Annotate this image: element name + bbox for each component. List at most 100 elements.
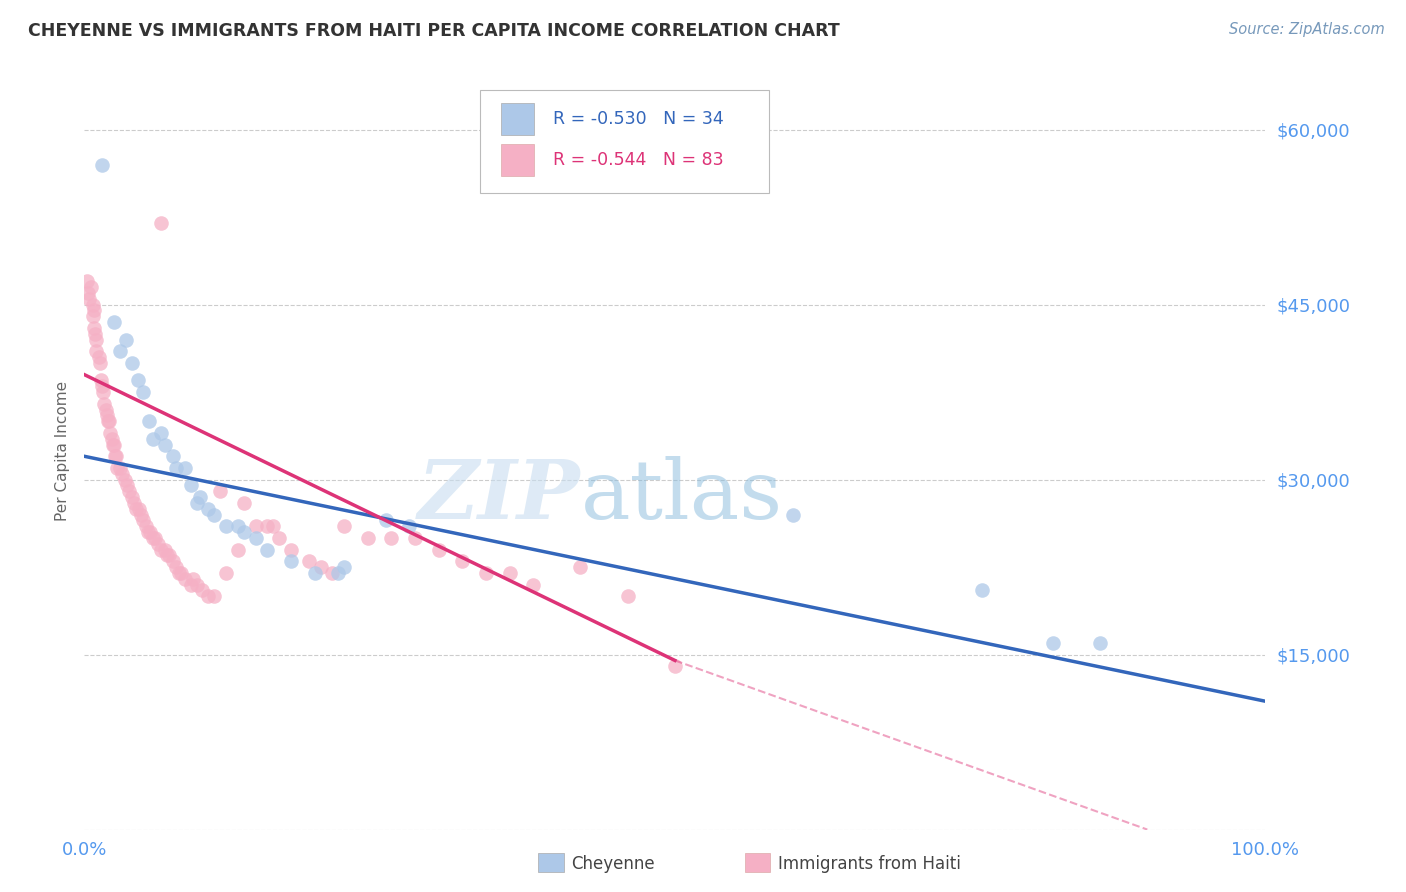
Point — [181, 572, 204, 586]
Point — [125, 501, 148, 516]
Point — [232, 496, 254, 510]
Point — [191, 583, 214, 598]
Point — [82, 310, 104, 324]
Point — [135, 519, 157, 533]
Point — [245, 531, 267, 545]
Point — [180, 577, 202, 591]
Point — [98, 425, 121, 440]
Point — [186, 496, 208, 510]
Bar — [502, 145, 534, 176]
Point — [142, 531, 165, 545]
Point — [262, 519, 284, 533]
Point — [569, 560, 592, 574]
Point — [170, 566, 193, 580]
Point — [166, 461, 188, 475]
Point — [197, 501, 219, 516]
Point — [91, 158, 114, 172]
Point — [280, 542, 302, 557]
Point — [269, 531, 291, 545]
Point — [226, 542, 249, 557]
Point — [91, 379, 114, 393]
Point — [107, 461, 129, 475]
Point — [404, 531, 426, 545]
Point — [256, 542, 278, 557]
Point — [215, 519, 238, 533]
Point — [104, 450, 127, 464]
Point — [197, 589, 219, 603]
Point — [498, 566, 520, 580]
Point — [202, 589, 225, 603]
Point — [89, 356, 111, 370]
Point — [122, 496, 145, 510]
Point — [94, 402, 117, 417]
Point — [103, 315, 125, 329]
Point — [333, 560, 356, 574]
Point — [136, 525, 159, 540]
Point — [90, 374, 112, 388]
Point — [146, 537, 169, 551]
Point — [101, 437, 124, 451]
Point — [138, 414, 160, 428]
Point — [153, 437, 176, 451]
Point — [209, 484, 232, 499]
Point — [96, 409, 118, 423]
Point — [150, 542, 173, 557]
Point — [162, 554, 184, 568]
Point — [84, 333, 107, 347]
Point — [398, 519, 420, 533]
Point — [782, 508, 804, 522]
FancyBboxPatch shape — [479, 90, 769, 193]
Point — [121, 490, 143, 504]
Point — [333, 519, 356, 533]
Point — [121, 356, 143, 370]
Point — [76, 274, 98, 288]
Point — [475, 566, 498, 580]
Point — [105, 450, 128, 464]
Point — [664, 659, 686, 673]
Point — [427, 542, 450, 557]
Point — [108, 461, 131, 475]
Text: atlas: atlas — [581, 456, 783, 536]
Point — [256, 519, 278, 533]
Point — [87, 350, 110, 364]
Point — [167, 566, 190, 580]
Text: Source: ZipAtlas.com: Source: ZipAtlas.com — [1229, 22, 1385, 37]
Text: Cheyenne: Cheyenne — [571, 855, 654, 873]
Bar — [502, 103, 534, 135]
Point — [1042, 636, 1064, 650]
Point — [97, 414, 120, 428]
Point — [82, 298, 104, 312]
Point — [114, 473, 136, 487]
Point — [309, 560, 332, 574]
Point — [139, 525, 162, 540]
Point — [522, 577, 544, 591]
Point — [127, 374, 149, 388]
Point — [118, 484, 141, 499]
Point — [188, 490, 211, 504]
Point — [143, 531, 166, 545]
Point — [142, 432, 165, 446]
Point — [304, 566, 326, 580]
Point — [83, 303, 105, 318]
Point — [80, 280, 103, 294]
Point — [232, 525, 254, 540]
Point — [111, 467, 134, 481]
Point — [157, 549, 180, 563]
Point — [1088, 636, 1111, 650]
Text: ZIP: ZIP — [418, 456, 581, 536]
Point — [298, 554, 321, 568]
Point — [98, 414, 121, 428]
Point — [162, 450, 184, 464]
Point — [226, 519, 249, 533]
Point — [77, 285, 100, 300]
Point — [451, 554, 474, 568]
Point — [93, 397, 115, 411]
Point — [150, 216, 173, 230]
Point — [132, 385, 155, 400]
Text: Immigrants from Haiti: Immigrants from Haiti — [778, 855, 960, 873]
Point — [153, 542, 176, 557]
Point — [83, 321, 105, 335]
Point — [108, 344, 131, 359]
Point — [202, 508, 225, 522]
Point — [91, 385, 114, 400]
